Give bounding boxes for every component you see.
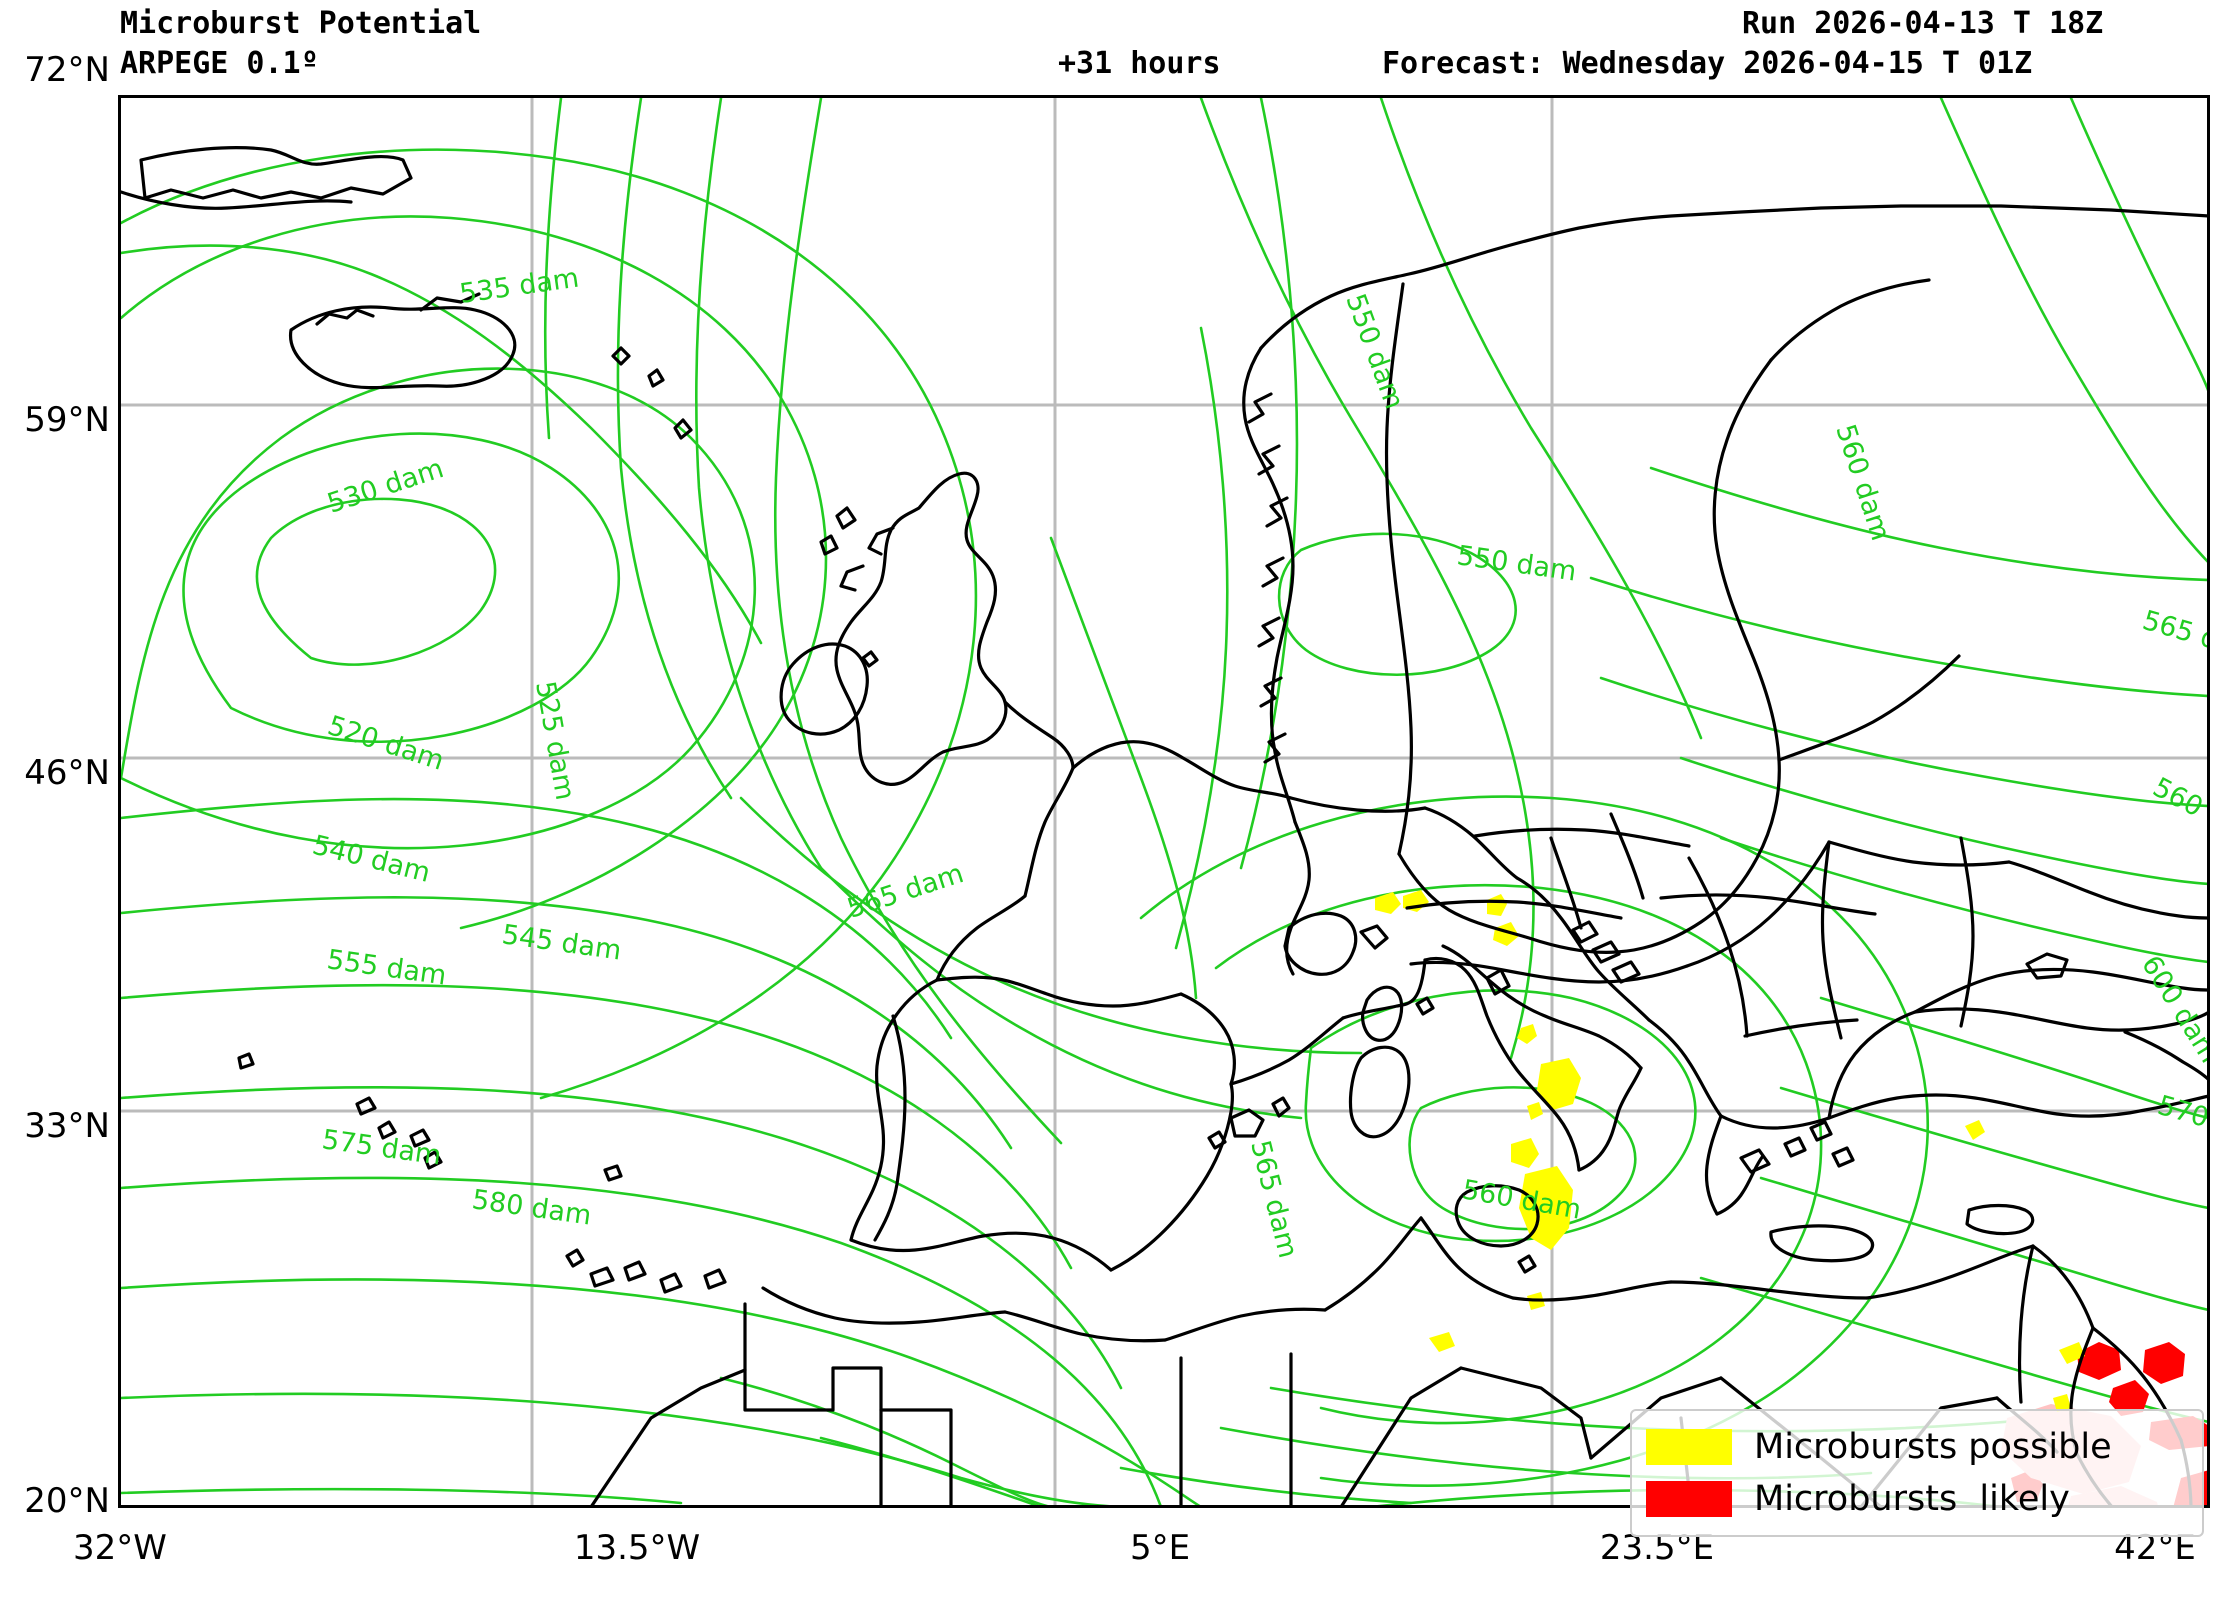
- coastlines-and-borders: [121, 146, 2207, 1505]
- map-plot-area[interactable]: 535 dam 530 dam 525 dam 520 dam 540 dam 545 d…: [118, 95, 2210, 1508]
- y-tick-label: 46°N: [24, 753, 110, 793]
- contour-label: 545 dam: [500, 919, 623, 966]
- lead-time-label: +31 hours: [1058, 46, 1221, 81]
- contour-label: 535 dam: [458, 263, 581, 310]
- microburst-possible-shading: [1375, 890, 2085, 1412]
- contour-label: 560 dam: [2148, 772, 2209, 856]
- map-legend: Microbursts possible Microbursts likely: [1630, 1409, 2204, 1537]
- contour-label: 525 dam: [529, 679, 580, 803]
- forecast-time-label: Forecast: Wednesday 2026-04-15 T 01Z: [1382, 46, 2033, 81]
- legend-label-possible: Microbursts possible: [1754, 1427, 2112, 1467]
- contour-label: 600 dam: [2135, 950, 2209, 1068]
- weather-map-svg: 535 dam 530 dam 525 dam 520 dam 540 dam 545 d…: [121, 98, 2209, 1505]
- contour-label-group: 535 dam 530 dam 525 dam 520 dam 540 dam 545 d…: [309, 263, 2209, 1262]
- legend-swatch-possible: [1646, 1429, 1732, 1465]
- legend-label-likely: Microbursts likely: [1754, 1479, 2070, 1519]
- x-tick-label: 5°E: [1129, 1528, 1191, 1568]
- x-tick-label: 32°W: [73, 1528, 167, 1568]
- contour-label: 520 dam: [324, 710, 448, 777]
- contour-label: 565 dam: [844, 858, 968, 925]
- x-tick-label: 13.5°W: [573, 1528, 701, 1568]
- y-tick-label: 59°N: [24, 400, 110, 440]
- contour-label: 565 dam: [2139, 605, 2209, 668]
- contour-label: 560 dam: [1829, 421, 1896, 545]
- contour-label: 550 dam: [1455, 540, 1578, 587]
- header-bar: Microburst Potential ARPEGE 0.1º +31 hou…: [0, 0, 2233, 92]
- contour-label: 565 dam: [1244, 1137, 1303, 1261]
- legend-swatch-likely: [1646, 1481, 1732, 1517]
- contour-label: 530 dam: [324, 453, 448, 520]
- y-tick-label: 72°N: [24, 50, 110, 90]
- legend-item-possible: Microbursts possible: [1646, 1421, 2188, 1473]
- geopotential-contours: [121, 98, 2207, 1505]
- model-label: ARPEGE 0.1º: [120, 46, 319, 81]
- contour-label: 540 dam: [309, 830, 433, 889]
- legend-item-likely: Microbursts likely: [1646, 1473, 2188, 1525]
- y-tick-label: 33°N: [24, 1106, 110, 1146]
- y-tick-label: 20°N: [24, 1481, 110, 1521]
- run-time-label: Run 2026-04-13 T 18Z: [1742, 6, 2104, 41]
- page-title: Microburst Potential: [120, 6, 482, 41]
